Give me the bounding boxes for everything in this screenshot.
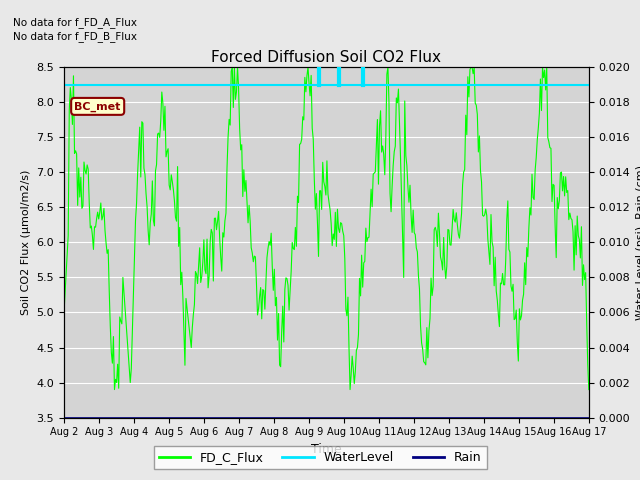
Text: BC_met: BC_met [74, 101, 121, 111]
Y-axis label: Water Level (psi), Rain (cm): Water Level (psi), Rain (cm) [636, 165, 640, 320]
X-axis label: Time: Time [311, 443, 342, 456]
Legend: FD_C_Flux, WaterLevel, Rain: FD_C_Flux, WaterLevel, Rain [154, 446, 486, 469]
Text: No data for f_FD_B_Flux: No data for f_FD_B_Flux [13, 31, 137, 42]
Y-axis label: Soil CO2 Flux (μmol/m2/s): Soil CO2 Flux (μmol/m2/s) [21, 170, 31, 315]
Title: Forced Diffusion Soil CO2 Flux: Forced Diffusion Soil CO2 Flux [211, 49, 442, 65]
Text: No data for f_FD_A_Flux: No data for f_FD_A_Flux [13, 17, 137, 28]
